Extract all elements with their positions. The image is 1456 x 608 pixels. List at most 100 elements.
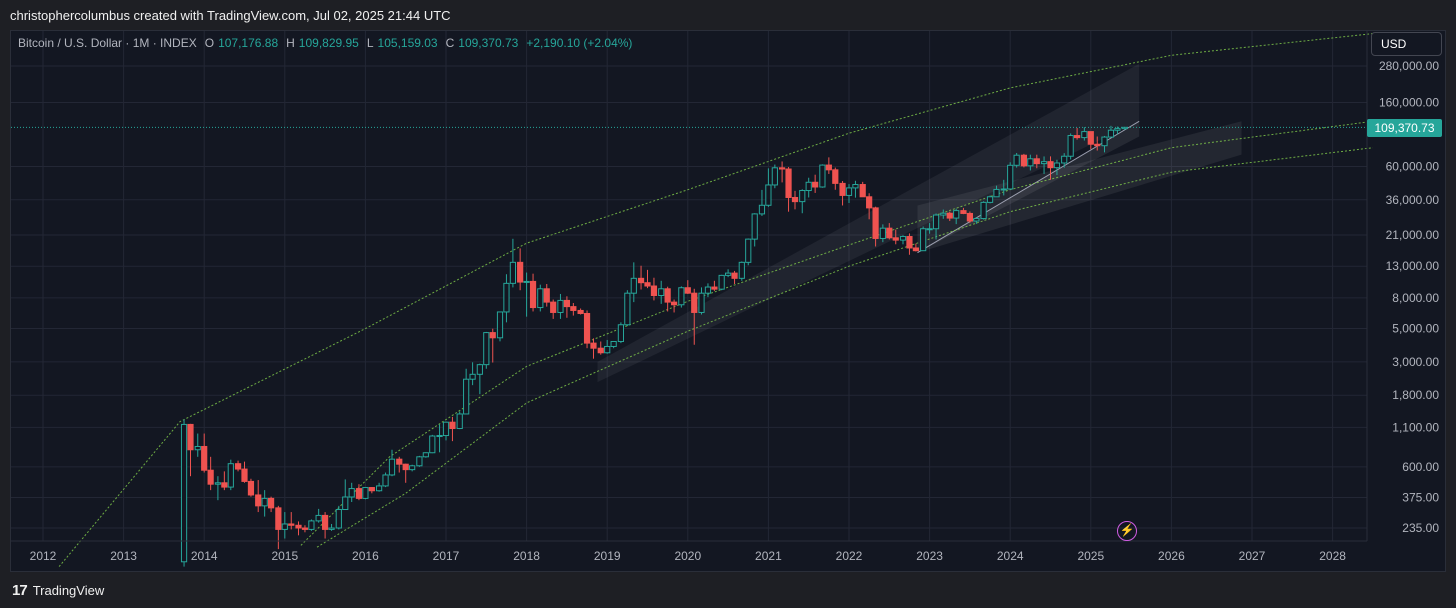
candle-body-105 (886, 227, 893, 239)
candle-body-45 (483, 332, 490, 366)
candle-body-134 (1081, 131, 1088, 139)
candle-121 (993, 185, 1000, 198)
candle-body-8 (234, 463, 242, 470)
candle-3 (201, 433, 208, 473)
time-tick-label-1: 2013 (110, 549, 137, 563)
lightning-bolt-icon[interactable]: ⚡ (1117, 521, 1137, 541)
candle-11 (255, 480, 262, 513)
candle-body-117 (966, 212, 973, 222)
candle-124 (1013, 152, 1020, 168)
candle-37 (429, 434, 436, 454)
price-tick-label-5: 13,000.00 (1386, 259, 1440, 273)
open-label: O (204, 36, 215, 50)
candle-body-119 (980, 201, 987, 220)
time-tick-label-3: 2015 (271, 549, 298, 563)
candle-body-7 (227, 463, 234, 488)
price-chart[interactable]: 280,000.00 160,000.00 60,000.00 36,000.00 21… (11, 31, 1445, 571)
footer-brand: 17 TradingView (0, 572, 1456, 608)
time-tick-label-12: 2024 (997, 549, 1024, 563)
candle-body-122 (1000, 188, 1007, 191)
candle-115 (953, 208, 960, 225)
candle-body-100 (852, 184, 859, 189)
candle-body-24 (342, 496, 349, 511)
candle-21 (322, 512, 329, 539)
candle-69 (644, 269, 651, 289)
candle-body-6 (221, 482, 228, 488)
candle-body-139 (1114, 128, 1121, 131)
candle-body-61 (590, 342, 597, 349)
candle-body-70 (650, 285, 658, 297)
candle-body-4 (207, 469, 214, 485)
candle-body-99 (845, 187, 853, 196)
candle-body-115 (953, 210, 960, 219)
candle-68 (637, 265, 645, 290)
candle-body-58 (570, 306, 577, 311)
price-tick-label-4: 21,000.00 (1386, 228, 1440, 242)
chart-panel[interactable]: 280,000.00 160,000.00 60,000.00 36,000.00 21… (10, 30, 1446, 572)
candle-body-14 (275, 507, 282, 530)
candle-body-15 (281, 523, 288, 530)
candle-80 (718, 274, 725, 291)
candle-body-95 (819, 164, 826, 188)
candle-body-88 (771, 167, 778, 186)
last-price-label: 109,370.73 (1367, 119, 1442, 137)
candle-body-13 (267, 497, 275, 509)
candle-72 (664, 286, 671, 312)
candle-77 (698, 287, 705, 315)
time-tick-label-13: 2025 (1077, 549, 1104, 563)
currency-button[interactable]: USD (1371, 32, 1442, 56)
candle-84 (745, 238, 752, 266)
candle-body-72 (664, 288, 671, 303)
candle-33 (402, 463, 409, 483)
candle-body-35 (416, 456, 423, 467)
attribution-text: christophercolumbus created with Trading… (10, 7, 451, 23)
symbol-title[interactable]: Bitcoin / U.S. Dollar · 1M · INDEX (18, 36, 197, 50)
candle-73 (670, 299, 678, 313)
candle-30 (382, 472, 389, 488)
candle-body-42 (463, 378, 470, 415)
candle-10 (247, 478, 255, 497)
candle-body-85 (751, 213, 758, 240)
candle-112 (932, 213, 940, 240)
candle-113 (940, 209, 947, 219)
candle-97 (832, 167, 839, 190)
candle-body-127 (1033, 158, 1040, 165)
candle-body-73 (670, 301, 678, 306)
candle-body-104 (879, 227, 886, 239)
candle-body-129 (1047, 161, 1054, 169)
time-tick-label-2: 2014 (191, 549, 218, 563)
candle-49 (509, 238, 516, 288)
candle-body-25 (348, 488, 355, 498)
candle-135 (1087, 131, 1094, 150)
candle-body-112 (932, 214, 940, 230)
candle-body-31 (388, 458, 396, 476)
candle-body-90 (785, 168, 792, 198)
candle-body-128 (1040, 161, 1048, 165)
candle-body-106 (892, 237, 899, 241)
candle-body-92 (799, 190, 806, 203)
price-tick-label-12: 375.00 (1402, 491, 1439, 505)
candle-body-5 (214, 482, 222, 485)
candle-body-62 (597, 347, 604, 354)
candle-109 (912, 243, 919, 252)
candle-126 (1027, 154, 1034, 171)
candle-117 (966, 211, 973, 223)
candle-70 (650, 277, 658, 301)
candle-body-87 (765, 184, 772, 206)
candle-94 (812, 174, 819, 193)
candle-body-75 (684, 287, 691, 294)
candle-41 (456, 411, 463, 430)
candle-body-49 (509, 261, 516, 284)
candle-43 (469, 362, 476, 386)
candle-body-16 (288, 523, 295, 526)
candle-47 (496, 311, 504, 342)
candle-23 (335, 505, 342, 530)
candle-19 (308, 519, 315, 531)
candle-body-93 (805, 181, 812, 192)
candle-78 (704, 283, 712, 298)
price-tick-label-11: 600.00 (1402, 460, 1439, 474)
time-tick-label-7: 2019 (594, 549, 621, 563)
candle-body-81 (725, 272, 732, 276)
candle-55 (550, 299, 557, 319)
candle-body-1 (187, 423, 194, 451)
